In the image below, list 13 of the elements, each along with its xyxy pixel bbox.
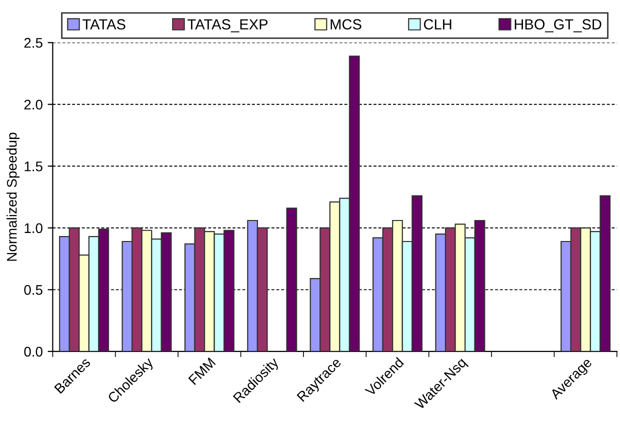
- y-tick-label: 0.5: [24, 285, 42, 295]
- bar: [286, 208, 298, 352]
- y-tick-label: 1.5: [24, 162, 42, 172]
- legend-label: TATAS: [82, 19, 126, 30]
- legend-label: CLH: [424, 19, 452, 30]
- y-tick-label: 0.0: [24, 346, 42, 357]
- y-axis-title: Normalized Speedup: [6, 132, 20, 261]
- y-tick-label: 2.0: [24, 100, 42, 110]
- y-tick-label: 2.5: [24, 38, 42, 48]
- legend-label: HBO_GT_SD: [514, 19, 602, 32]
- y-tick-label: 1.0: [24, 223, 42, 234]
- legend-label: TATAS_EXP: [188, 19, 268, 32]
- legend-label: MCS: [330, 19, 362, 30]
